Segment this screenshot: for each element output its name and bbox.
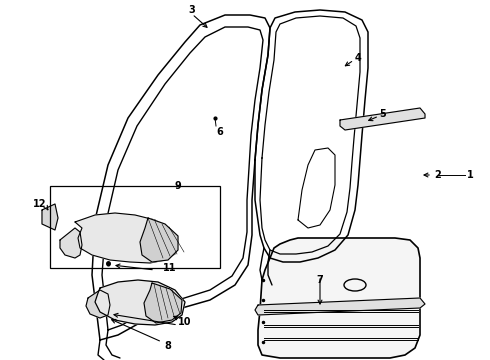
Polygon shape xyxy=(75,213,178,263)
Text: 7: 7 xyxy=(317,275,323,285)
Polygon shape xyxy=(95,280,185,325)
Text: 4: 4 xyxy=(355,53,362,63)
Polygon shape xyxy=(60,228,82,258)
Text: 8: 8 xyxy=(165,341,172,351)
Polygon shape xyxy=(42,204,58,230)
Polygon shape xyxy=(140,218,178,262)
Text: 3: 3 xyxy=(189,5,196,15)
Text: 2: 2 xyxy=(435,170,441,180)
Bar xyxy=(50,186,220,268)
Text: 12: 12 xyxy=(33,199,47,209)
Text: 1: 1 xyxy=(466,170,473,180)
Polygon shape xyxy=(255,298,425,315)
Polygon shape xyxy=(86,290,110,318)
Text: 10: 10 xyxy=(178,317,192,327)
Polygon shape xyxy=(144,283,182,323)
Text: 5: 5 xyxy=(380,109,387,119)
Polygon shape xyxy=(340,108,425,130)
Text: 6: 6 xyxy=(217,127,223,137)
Polygon shape xyxy=(258,238,420,358)
Text: 9: 9 xyxy=(174,181,181,191)
Text: 11: 11 xyxy=(163,263,177,273)
